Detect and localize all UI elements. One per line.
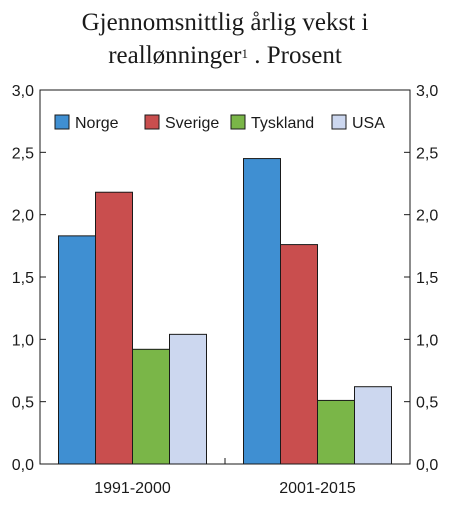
y-tick-label-right: 1,5 xyxy=(416,270,438,287)
x-tick-label: 2001-2015 xyxy=(279,480,356,497)
y-tick-label-left: 2,0 xyxy=(12,208,34,225)
x-tick-label: 1991-2000 xyxy=(94,480,171,497)
y-tick-label-right: 1,0 xyxy=(416,332,438,349)
legend-swatch-sverige xyxy=(144,114,160,130)
legend-label-sverige: Sverige xyxy=(165,115,219,132)
legend-label-usa: USA xyxy=(352,115,385,132)
legend: Norge Sverige Tyskland USA xyxy=(54,114,385,132)
y-tick-label-right: 3,0 xyxy=(416,83,438,100)
bar-sverige-2 xyxy=(280,244,318,465)
legend-label-norge: Norge xyxy=(75,115,119,132)
y-tick-label-left: 3,0 xyxy=(12,83,34,100)
axis-ticks: 0,0 0,0 0,5 0,5 1,0 1,0 1,5 1,5 2,0 2,0 2,5 2,5 3,0 3… xyxy=(12,83,439,474)
y-tick-label-left: 0,5 xyxy=(12,395,34,412)
bar-sverige-1 xyxy=(95,191,133,465)
bars xyxy=(58,158,392,465)
y-tick-label-right: 2,0 xyxy=(416,208,438,225)
y-tick-label-right: 0,5 xyxy=(416,395,438,412)
bar-usa-2 xyxy=(354,386,392,465)
chart-title: Gjennomsnittlig årlig vekst i reallønnin… xyxy=(0,6,450,72)
legend-swatch-usa xyxy=(331,114,347,130)
legend-swatch-tyskland xyxy=(230,114,246,130)
bar-tyskland-1 xyxy=(132,348,170,465)
category-labels: 1991-2000 2001-2015 xyxy=(94,480,356,497)
bar-norge-2 xyxy=(243,158,281,465)
y-tick-label-left: 1,5 xyxy=(12,270,34,287)
bar-norge-1 xyxy=(58,235,96,465)
y-tick-label-left: 1,0 xyxy=(12,332,34,349)
bar-usa-1 xyxy=(169,333,207,465)
bar-tyskland-2 xyxy=(317,399,355,465)
chart-title-suffix: . Prosent xyxy=(248,42,342,69)
y-tick-label-right: 2,5 xyxy=(416,145,438,162)
legend-swatch-norge xyxy=(54,114,70,130)
legend-label-tyskland: Tyskland xyxy=(251,115,314,132)
y-tick-label-left: 0,0 xyxy=(12,457,34,474)
title-footnote-marker: 1 xyxy=(241,46,249,61)
y-tick-label-left: 2,5 xyxy=(12,145,34,162)
y-tick-label-right: 0,0 xyxy=(416,457,438,474)
chart-title-line1: Gjennomsnittlig årlig vekst i xyxy=(81,9,369,36)
chart-title-line2: reallønninger xyxy=(108,42,242,69)
